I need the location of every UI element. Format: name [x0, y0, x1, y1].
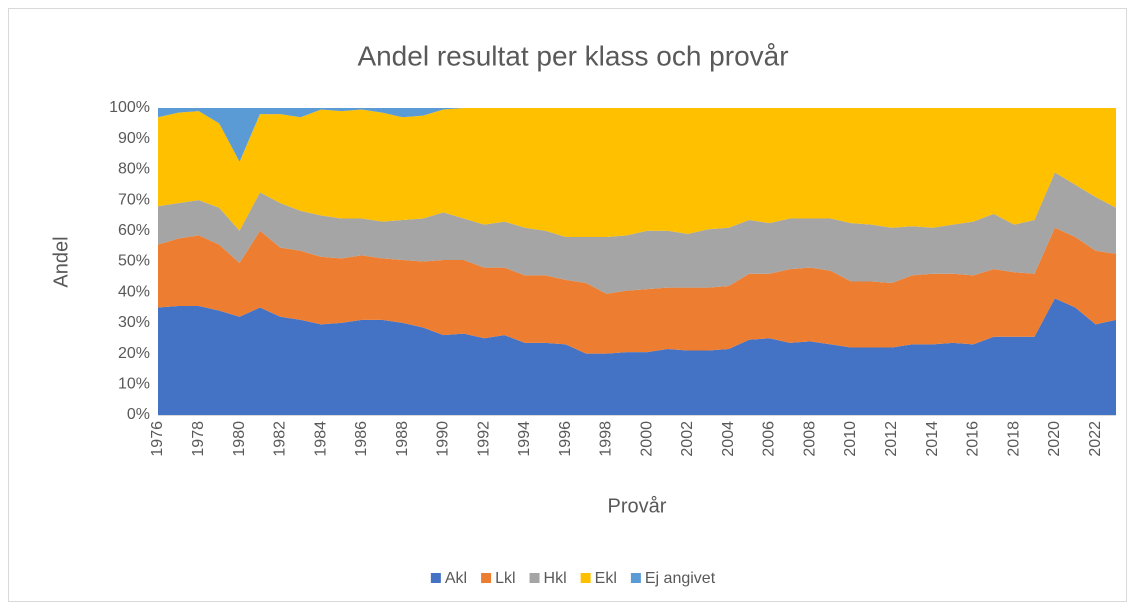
y-tick-label: 20%: [118, 345, 150, 362]
area: [158, 108, 1116, 162]
x-tick-label: 2018: [1005, 421, 1022, 457]
area: [158, 227, 1116, 354]
x-axis-title: Provår: [608, 495, 667, 517]
x-tick-label: 1988: [394, 421, 411, 457]
x-tick-label: 2004: [720, 421, 737, 457]
x-tick-label: 1980: [231, 421, 248, 457]
y-tick-label: 10%: [118, 376, 150, 393]
x-tick-label: 1994: [516, 421, 533, 457]
y-tick-label: 30%: [118, 314, 150, 331]
legend-label: Lkl: [495, 570, 515, 587]
chart-title: Andel resultat per klass och provår: [357, 40, 788, 71]
x-tick-label: 2006: [761, 421, 778, 457]
x-tick-label: 2016: [965, 421, 982, 457]
legend-swatch: [430, 573, 441, 583]
legend-swatch: [481, 573, 492, 583]
area: [158, 298, 1116, 415]
x-tick-label: 1984: [312, 421, 329, 457]
x-tick-label: 1992: [475, 421, 492, 457]
y-axis-title: Andel: [50, 236, 72, 287]
x-tick-label: 2010: [842, 421, 859, 457]
x-tick-label: 1996: [557, 421, 574, 457]
x-tick-label: 1976: [149, 421, 166, 457]
legend-label: Ej angivet: [645, 570, 716, 587]
x-tick-label: 1982: [272, 421, 289, 457]
x-tick-label: 2000: [638, 421, 655, 457]
x-tick-label: 2012: [883, 421, 900, 457]
y-tick-label: 70%: [118, 191, 150, 208]
legend-swatch: [630, 573, 641, 583]
x-tick-label: 2002: [679, 421, 696, 457]
legend-swatch: [529, 573, 540, 583]
y-tick-label: 50%: [118, 253, 150, 270]
legend-label: Hkl: [544, 570, 567, 587]
x-tick-label: 1990: [435, 421, 452, 457]
area: [158, 172, 1116, 294]
x-tick-label: 2014: [924, 421, 941, 457]
x-tick-label: 1998: [598, 421, 615, 457]
y-tick-label: 90%: [118, 130, 150, 147]
x-tick-label: 2008: [801, 421, 818, 457]
x-tick-label: 2020: [1046, 421, 1063, 457]
y-tick-label: 0%: [127, 406, 150, 423]
legend-swatch: [580, 573, 591, 583]
area: [158, 108, 1116, 237]
y-tick-label: 80%: [118, 161, 150, 178]
y-tick-label: 60%: [118, 222, 150, 239]
x-tick-label: 1986: [353, 421, 370, 457]
legend-label: Ekl: [595, 570, 617, 587]
y-tick-label: 40%: [118, 283, 150, 300]
y-tick-label: 100%: [109, 99, 150, 116]
x-tick-label: 2022: [1087, 421, 1104, 457]
legend-label: Akl: [445, 570, 467, 587]
x-tick-label: 1978: [190, 421, 207, 457]
